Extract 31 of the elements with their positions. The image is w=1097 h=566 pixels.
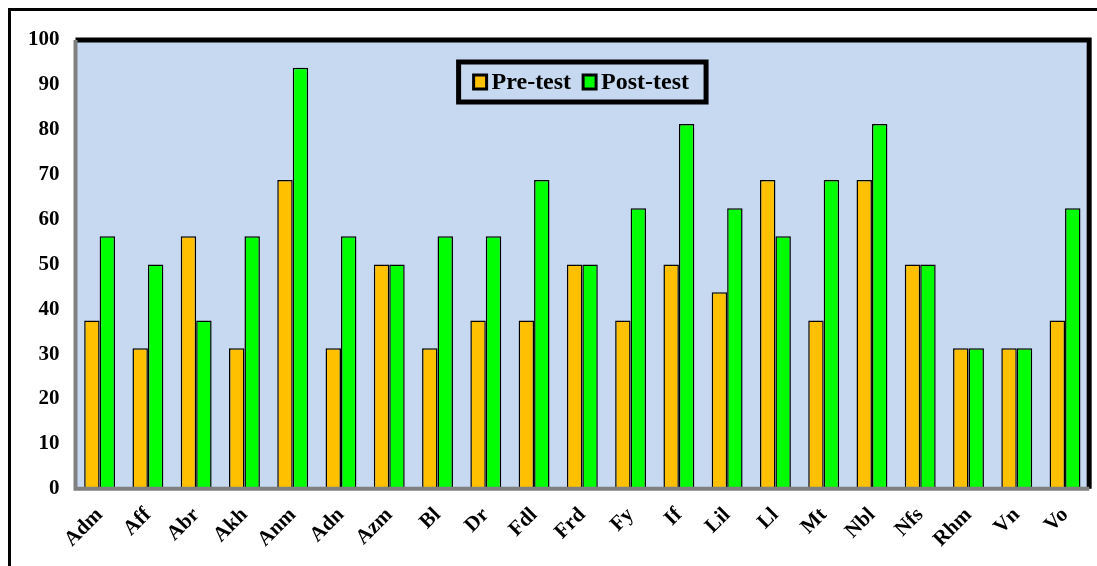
x-tick-label: Fy [604, 501, 639, 536]
y-tick-label: 10 [38, 430, 60, 455]
x-tick-label: If [658, 501, 687, 530]
x-tick-label: Dr [458, 502, 494, 537]
y-tick-label: 70 [38, 161, 60, 186]
x-tick-label: Vn [988, 501, 1025, 539]
x-tick-label: Aff [117, 501, 156, 540]
x-tick-label: Bl [413, 502, 446, 534]
y-tick-label: 50 [38, 250, 60, 275]
x-tick-label: Nfs [889, 502, 928, 541]
y-tick-label: 90 [38, 71, 60, 96]
x-tick-label: Mt [795, 502, 832, 539]
x-tick-label: Vo [1038, 502, 1073, 536]
x-tick-label: Fdl [503, 502, 542, 541]
y-tick-label: 20 [38, 385, 60, 410]
y-tick-label: 40 [38, 295, 60, 320]
y-tick-label: 30 [38, 340, 60, 365]
legend-label: Pre-test [491, 68, 572, 95]
x-tick-label: Nbl [839, 502, 880, 543]
x-tick-label: Abr [161, 502, 204, 545]
x-tick-label: Akh [207, 501, 253, 547]
y-tick-label: 100 [28, 26, 60, 51]
y-tick-label: 0 [49, 475, 60, 500]
x-tick-label: Frd [548, 501, 590, 544]
x-tick-label: Adn [304, 501, 349, 547]
legend-label: Post-test [601, 68, 690, 95]
x-tick-label: Azm [349, 501, 397, 549]
x-tick-label: Lil [699, 502, 735, 538]
x-tick-label: Ll [751, 502, 783, 534]
y-tick-label: 60 [38, 205, 60, 230]
y-tick-label: 80 [38, 116, 60, 141]
